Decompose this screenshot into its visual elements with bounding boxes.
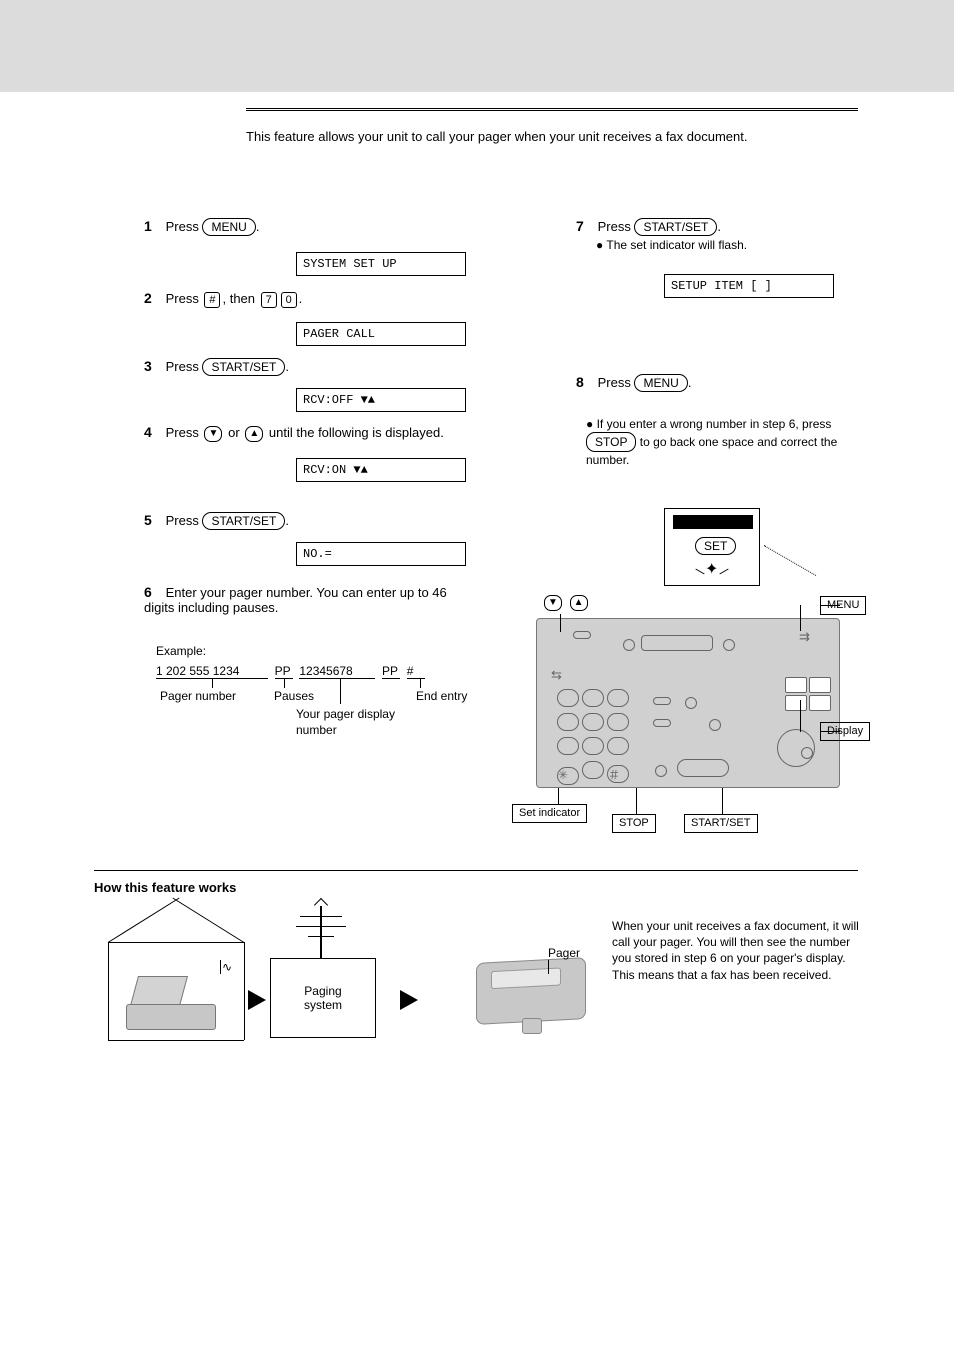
step-8: 8 Press MENU. bbox=[576, 374, 691, 392]
stop-button-inline[interactable]: STOP bbox=[586, 432, 636, 452]
example-pager-number: 1 202 555 1234 bbox=[156, 664, 268, 679]
lcd-4: RCV:ON ▼▲ bbox=[296, 458, 466, 482]
panel-up-icon: ▲ bbox=[570, 595, 588, 611]
lcd-1: SYSTEM SET UP bbox=[296, 252, 466, 276]
set-indicator-label: SET bbox=[695, 537, 736, 555]
leader-display-h bbox=[820, 731, 840, 732]
step-2-number: 2 bbox=[144, 290, 162, 306]
panel-down-icon: ▼ bbox=[544, 595, 562, 611]
how-heading: How this feature works bbox=[94, 880, 236, 895]
caption-pager-display: Your pager display number bbox=[296, 706, 406, 738]
step-4-number: 4 bbox=[144, 424, 162, 440]
paging-system-label: Paging system bbox=[304, 984, 342, 1012]
keypad-hash[interactable]: # bbox=[204, 292, 220, 308]
step-8-after: . bbox=[688, 375, 692, 390]
example-display-number: 12345678 bbox=[299, 664, 375, 679]
device-panel: ⇆ ✳＃ ⇉ bbox=[536, 618, 840, 788]
step-7-number: 7 bbox=[576, 218, 594, 234]
step-4-pre: Press bbox=[166, 425, 199, 440]
leader-menu-h bbox=[820, 605, 840, 606]
example-row: 1 202 555 1234 PP 12345678 PP # bbox=[156, 664, 425, 679]
leader-4 bbox=[420, 678, 421, 688]
step-7: 7 Press START/SET. bbox=[576, 218, 721, 236]
down-icon[interactable]: ▼ bbox=[204, 426, 222, 442]
separator-rule bbox=[94, 870, 858, 871]
example-label: Example: bbox=[156, 644, 206, 658]
keypad-0[interactable]: 0 bbox=[281, 292, 297, 308]
step-6: 6 Enter your pager number. You can enter… bbox=[144, 584, 474, 615]
leader-display-v bbox=[800, 700, 801, 732]
caption-end-entry: End entry bbox=[416, 688, 476, 704]
step-2-after2: . bbox=[299, 291, 303, 306]
intro-text: This feature allows your unit to call yo… bbox=[246, 128, 856, 147]
caption-pager-number: Pager number bbox=[160, 688, 250, 704]
leader-stop bbox=[636, 788, 637, 814]
leader-menu-v bbox=[800, 605, 801, 631]
arrow-2 bbox=[400, 990, 418, 1010]
lcd-3: RCV:OFF ▼▲ bbox=[296, 388, 466, 412]
set-indicator-inset: SET ✦ bbox=[664, 508, 760, 586]
how-body: When your unit receives a fax document, … bbox=[612, 918, 862, 983]
leader-startset bbox=[722, 788, 723, 814]
leader-arrows bbox=[560, 614, 561, 632]
step-4-post: until the following is displayed. bbox=[269, 425, 444, 440]
menu-button-8[interactable]: MENU bbox=[634, 374, 687, 392]
lcd-5: NO.= bbox=[296, 542, 466, 566]
step-5-text: Press bbox=[166, 513, 199, 528]
pager-icon bbox=[476, 960, 596, 1040]
startset-button-3[interactable]: START/SET bbox=[202, 358, 285, 376]
step-4: 4 Press ▼ or ▲ until the following is di… bbox=[144, 424, 474, 442]
callout-set-indicator: Set indicator bbox=[512, 804, 587, 823]
step-6-number: 6 bbox=[144, 584, 162, 600]
step-8-text: Press bbox=[598, 375, 631, 390]
callout-startset: START/SET bbox=[684, 814, 758, 833]
up-icon[interactable]: ▲ bbox=[245, 426, 263, 442]
step-1-number: 1 bbox=[144, 218, 162, 234]
lcd-2: PAGER CALL bbox=[296, 322, 466, 346]
caption-pauses: Pauses bbox=[274, 688, 324, 704]
pager-leader bbox=[548, 960, 549, 974]
step-3-text: Press bbox=[166, 359, 199, 374]
lcd-6: SETUP ITEM [ ] bbox=[664, 274, 834, 298]
top-grey-band bbox=[0, 0, 954, 92]
step-3: 3 Press START/SET. bbox=[144, 358, 289, 376]
double-rule bbox=[246, 108, 858, 111]
step-5-after: . bbox=[285, 513, 289, 528]
leader-1 bbox=[212, 678, 213, 688]
example-hash: # bbox=[407, 664, 425, 679]
leader-setind bbox=[558, 788, 559, 804]
step-1-after: . bbox=[256, 219, 260, 234]
startset-button-5[interactable]: START/SET bbox=[202, 512, 285, 530]
example-pp1: PP bbox=[275, 664, 293, 679]
step-2: 2 Press #, then 70. bbox=[144, 290, 302, 308]
startset-button-7[interactable]: START/SET bbox=[634, 218, 717, 236]
step-6-text: Enter your pager number. You can enter u… bbox=[144, 585, 447, 615]
step-2-text: Press bbox=[166, 291, 199, 306]
step-2-after1: , then bbox=[222, 291, 255, 306]
step-7-text: Press bbox=[598, 219, 631, 234]
arrow-1 bbox=[248, 990, 266, 1010]
step-4-mid: or bbox=[228, 425, 240, 440]
leader-2 bbox=[284, 678, 285, 688]
example-pp2: PP bbox=[382, 664, 400, 679]
paging-system-box: Paging system bbox=[270, 958, 376, 1038]
step-3-number: 3 bbox=[144, 358, 162, 374]
fax-icon bbox=[126, 976, 216, 1030]
callout-stop: STOP bbox=[612, 814, 656, 833]
pager-label: Pager bbox=[548, 946, 580, 960]
panel-arrows: ▼ ▲ bbox=[542, 594, 590, 611]
step-1: 1 Press MENU. bbox=[144, 218, 259, 236]
leader-3 bbox=[340, 678, 341, 704]
step-3-after: . bbox=[285, 359, 289, 374]
step-5-number: 5 bbox=[144, 512, 162, 528]
step-7-after: . bbox=[717, 219, 721, 234]
menu-button[interactable]: MENU bbox=[202, 218, 255, 236]
step-8-number: 8 bbox=[576, 374, 594, 390]
stop-note: ● If you enter a wrong number in step 6,… bbox=[586, 416, 866, 469]
keypad-7[interactable]: 7 bbox=[261, 292, 277, 308]
step-5: 5 Press START/SET. bbox=[144, 512, 289, 530]
step-7-note: ● The set indicator will flash. bbox=[596, 238, 747, 252]
step-1-text: Press bbox=[166, 219, 199, 234]
dotted-leader bbox=[764, 545, 816, 576]
